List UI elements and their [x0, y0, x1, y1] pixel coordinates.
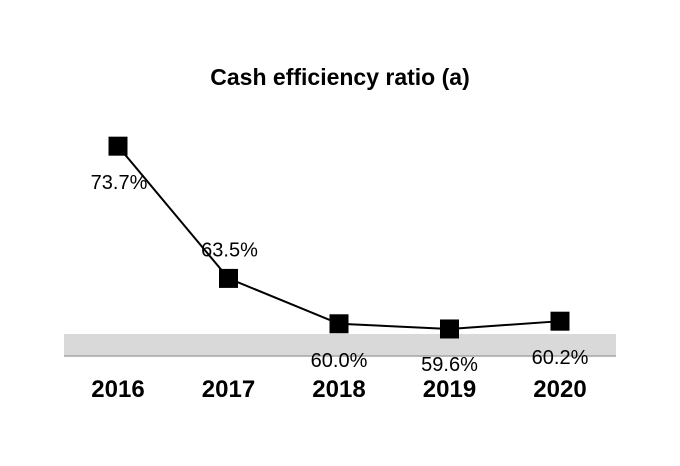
x-tick-label-2020: 2020 [533, 376, 586, 403]
data-point-2020 [550, 311, 570, 331]
series-line [117, 145, 561, 330]
data-label-2020: 60.2% [532, 347, 589, 369]
data-point-2017 [219, 268, 238, 288]
data-label-2016: 73.7% [91, 172, 148, 194]
data-point-2019 [440, 319, 459, 339]
series-layer [108, 136, 570, 339]
data-point-2016 [108, 136, 128, 156]
x-tick-label-2019: 2019 [423, 376, 476, 403]
x-tick-label-2018: 2018 [312, 376, 365, 403]
x-tick-layer: 2016 2017 2018 2019 2020 [91, 376, 586, 403]
data-point-2018 [329, 314, 349, 334]
data-label-layer: 73.7% 63.5% 60.0% 59.6% 60.2% [91, 172, 589, 376]
data-label-2019: 59.6% [421, 354, 478, 376]
axis-band [64, 334, 616, 356]
data-label-2017: 63.5% [201, 239, 258, 261]
x-tick-label-2016: 2016 [91, 376, 144, 403]
chart-title: Cash efficiency ratio (a) [210, 64, 469, 90]
x-tick-label-2017: 2017 [202, 376, 255, 403]
data-label-2018: 60.0% [311, 350, 368, 372]
